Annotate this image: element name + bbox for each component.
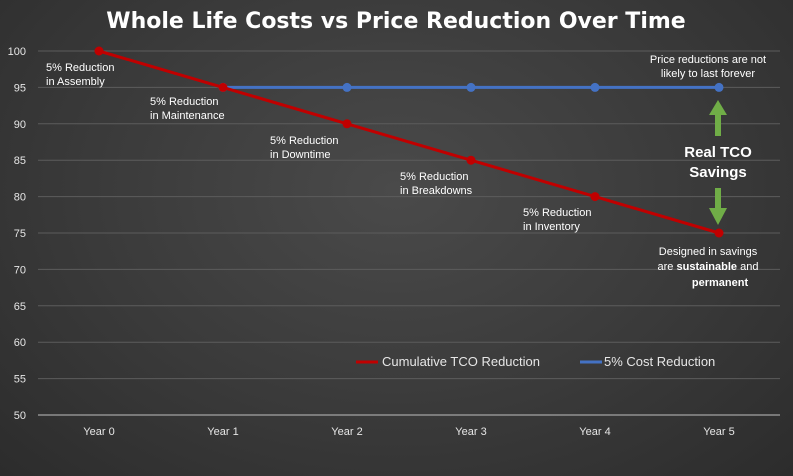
step-annotation: 5% Reduction bbox=[46, 62, 115, 74]
data-point bbox=[466, 82, 476, 92]
y-tick-label: 60 bbox=[14, 337, 26, 349]
legend-label: 5% Cost Reduction bbox=[604, 354, 715, 369]
savings-label-line2: Savings bbox=[689, 164, 747, 181]
up-arrow-head bbox=[709, 100, 727, 115]
series-layer bbox=[94, 46, 724, 238]
data-point bbox=[714, 82, 724, 92]
data-point bbox=[342, 119, 352, 129]
y-tick-label: 65 bbox=[14, 301, 26, 313]
series-line bbox=[98, 49, 720, 235]
y-axis: 50 55 60 65 70 75 80 85 90 95 100 bbox=[8, 46, 26, 422]
step-annotation: 5% Reduction bbox=[523, 207, 592, 219]
y-tick-label: 80 bbox=[14, 192, 26, 204]
down-arrow-shaft bbox=[715, 188, 721, 210]
y-tick-label: 70 bbox=[14, 264, 26, 276]
x-tick-label: Year 3 bbox=[455, 426, 486, 438]
y-tick-label: 75 bbox=[14, 228, 26, 240]
x-tick-label: Year 4 bbox=[579, 426, 610, 438]
data-point bbox=[218, 82, 228, 92]
down-arrow-head bbox=[709, 208, 727, 225]
data-point bbox=[714, 228, 724, 238]
y-tick-label: 55 bbox=[14, 374, 26, 386]
data-point bbox=[590, 192, 600, 202]
step-annotation: in Downtime bbox=[270, 149, 331, 161]
data-point bbox=[590, 82, 600, 92]
step-annotation: 5% Reduction bbox=[150, 96, 219, 108]
data-point bbox=[342, 82, 352, 92]
up-arrow-shaft bbox=[715, 113, 721, 136]
sustain-note-line2: are sustainable and bbox=[658, 261, 759, 273]
step-annotation: in Maintenance bbox=[150, 110, 225, 122]
x-tick-label: Year 0 bbox=[83, 426, 114, 438]
data-point bbox=[94, 46, 104, 56]
step-annotation: in Inventory bbox=[523, 221, 580, 233]
y-tick-label: 85 bbox=[14, 155, 26, 167]
data-point bbox=[466, 155, 476, 165]
step-annotation: in Breakdowns bbox=[400, 185, 473, 197]
step-annotation: 5% Reduction bbox=[400, 171, 469, 183]
savings-label-line1: Real TCO bbox=[684, 144, 752, 161]
step-annotation: in Assembly bbox=[46, 76, 105, 88]
sustain-note-line1: Designed in savings bbox=[659, 246, 758, 258]
y-tick-label: 50 bbox=[14, 410, 26, 422]
sustain-note-line3: permanent bbox=[692, 277, 749, 289]
annotations: 5% Reduction in Assembly 5% Reduction in Ma… bbox=[46, 62, 592, 233]
price-note-line2: likely to last forever bbox=[661, 68, 755, 80]
x-tick-label: Year 1 bbox=[207, 426, 238, 438]
x-tick-label: Year 2 bbox=[331, 426, 362, 438]
x-axis: Year 0 Year 1 Year 2 Year 3 Year 4 Year 5 bbox=[83, 426, 734, 438]
legend: Cumulative TCO Reduction 5% Cost Reductio… bbox=[356, 354, 715, 369]
chart-title: Whole Life Costs vs Price Reduction Over… bbox=[106, 9, 685, 34]
step-annotation: 5% Reduction bbox=[270, 135, 339, 147]
x-tick-label: Year 5 bbox=[703, 426, 734, 438]
y-tick-label: 100 bbox=[8, 46, 26, 58]
legend-label: Cumulative TCO Reduction bbox=[382, 354, 540, 369]
y-tick-label: 95 bbox=[14, 82, 26, 94]
price-note-line1: Price reductions are not bbox=[650, 54, 766, 66]
savings-arrows bbox=[709, 100, 727, 225]
y-tick-label: 90 bbox=[14, 119, 26, 131]
